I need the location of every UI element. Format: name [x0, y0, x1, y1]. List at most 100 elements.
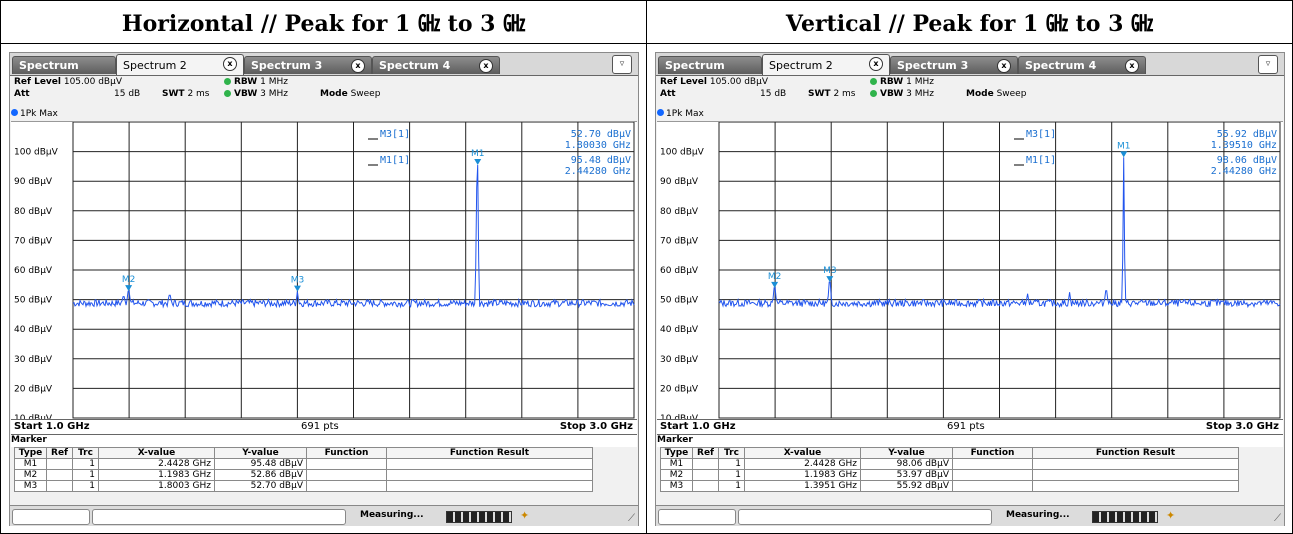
- tab-spectrum-2[interactable]: Spectrum 2 x: [116, 54, 244, 75]
- y-tick-label: 100 dBµV: [660, 148, 705, 158]
- tab-spectrum-4[interactable]: Spectrum 4 x: [1018, 56, 1146, 74]
- tab-bar: Spectrum Spectrum 2 x Spectrum 3 x Spectru…: [10, 53, 638, 76]
- marker-label: M3: [291, 276, 305, 286]
- sweep-points: 691 pts: [947, 421, 985, 432]
- marker-label: M3: [823, 266, 837, 276]
- status-dot-icon: [870, 90, 877, 97]
- cell-ref: [46, 469, 73, 481]
- cell-x-value: 1.1983 GHz: [744, 469, 861, 481]
- marker-triangle-icon: [474, 158, 482, 165]
- spectrum-chart: 100 dBµV 90 dBµV 80 dBµV 70 dBµV 60 dBµV 50 d…: [14, 122, 635, 420]
- ref-level-label: Ref Level: [660, 77, 707, 87]
- att-value: 15 dB: [114, 89, 141, 99]
- marker-table-title: Marker: [11, 435, 637, 447]
- table-row[interactable]: M1 1 2.4428 GHz 98.06 dBµV: [660, 458, 1239, 470]
- vbw-value: 3 MHz: [260, 89, 288, 99]
- spectrum-plot[interactable]: 100 dBµV 90 dBµV 80 dBµV 70 dBµV 60 dBµV 50 d…: [11, 121, 637, 420]
- close-icon[interactable]: x: [1125, 59, 1139, 73]
- spectrum-plot[interactable]: 100 dBµV 90 dBµV 80 dBµV 70 dBµV 60 dBµV 50 d…: [657, 121, 1283, 420]
- col-type: Type: [660, 447, 693, 459]
- tab-label: Spectrum 2: [123, 58, 187, 72]
- table-row[interactable]: M3 1 1.8003 GHz 52.70 dBµV: [14, 480, 593, 492]
- cell-trc: 1: [718, 469, 745, 481]
- cell-function: [306, 458, 387, 470]
- menu-icon[interactable]: ▿: [612, 55, 632, 74]
- tab-label: Spectrum 2: [769, 58, 833, 72]
- tab-bar: Spectrum Spectrum 2 x Spectrum 3 x Spectru…: [656, 53, 1284, 76]
- panel-horizontal: Horizontal // Peak for 1 ㎓ to 3 ㎓ Spectr…: [1, 1, 646, 533]
- readout-y-value: 98.06 dBµV: [1217, 155, 1277, 166]
- y-tick-label: 40 dBµV: [660, 325, 699, 335]
- close-icon[interactable]: x: [479, 59, 493, 73]
- rbw-label: RBW: [234, 77, 258, 87]
- readout-y-value: 52.70 dBµV: [571, 129, 631, 140]
- trace-line: [718, 157, 1281, 309]
- tab-spectrum-3[interactable]: Spectrum 3 x: [244, 56, 372, 74]
- tab-spectrum-3[interactable]: Spectrum 3 x: [890, 56, 1018, 74]
- status-message-field: [92, 509, 346, 525]
- y-tick-label: 30 dBµV: [14, 355, 53, 365]
- att-label: Att: [14, 89, 30, 99]
- settings-bar: Ref Level 105.00 dBµV Att 15 dB SWT 2 ms…: [656, 76, 1284, 108]
- close-icon[interactable]: x: [869, 57, 883, 71]
- plot-frame: [72, 122, 635, 419]
- col-function: Function: [306, 447, 387, 459]
- cell-function: [306, 469, 387, 481]
- table-row[interactable]: M1 1 2.4428 GHz 95.48 dBµV: [14, 458, 593, 470]
- status-message-field: [738, 509, 992, 525]
- cell-ref: [46, 480, 73, 492]
- trace-label: 1Pk Max: [657, 109, 727, 121]
- cell-ref: [46, 458, 73, 470]
- readout-marker-name: M1[1]: [380, 155, 410, 166]
- close-icon[interactable]: x: [223, 57, 237, 71]
- table-row[interactable]: M2 1 1.1983 GHz 52.86 dBµV: [14, 469, 593, 481]
- cell-y-value: 52.86 dBµV: [214, 469, 307, 481]
- cell-ref: [692, 458, 719, 470]
- y-tick-label: 70 dBµV: [14, 236, 53, 246]
- settings-bar: Ref Level 105.00 dBµV Att 15 dB SWT 2 ms…: [10, 76, 638, 108]
- frequency-axis-bar: Start 1.0 GHz 691 pts Stop 3.0 GHz: [657, 419, 1283, 435]
- resize-grip-icon[interactable]: ⟋: [1274, 513, 1281, 524]
- vbw-value: 3 MHz: [906, 89, 934, 99]
- spectrum-chart: 100 dBµV 90 dBµV 80 dBµV 70 dBµV 60 dBµV 50 d…: [660, 122, 1281, 420]
- cell-trc: 1: [72, 469, 99, 481]
- cell-function: [952, 480, 1033, 492]
- marker-table: Type Ref Trc X-value Y-value Function Fu…: [14, 447, 593, 492]
- y-tick-label: 40 dBµV: [14, 325, 53, 335]
- tab-label: Spectrum 4: [379, 59, 451, 72]
- readout-marker-name: M3[1]: [380, 129, 410, 140]
- close-icon[interactable]: x: [997, 59, 1011, 73]
- status-dot-icon: [870, 78, 877, 85]
- marker-table: Type Ref Trc X-value Y-value Function Fu…: [660, 447, 1239, 492]
- tab-label: Spectrum 3: [897, 59, 969, 72]
- tab-spectrum-4[interactable]: Spectrum 4 x: [372, 56, 500, 74]
- cell-function-result: [1032, 480, 1239, 492]
- close-icon[interactable]: x: [351, 59, 365, 73]
- trace-dot-icon: [11, 109, 18, 116]
- cell-function: [306, 480, 387, 492]
- panel-title: Vertical // Peak for 1 ㎓ to 3 ㎓: [647, 1, 1292, 44]
- menu-icon[interactable]: ▿: [1258, 55, 1278, 74]
- trace-line: [72, 164, 635, 309]
- col-trc: Trc: [718, 447, 745, 459]
- tab-spectrum-2[interactable]: Spectrum 2 x: [762, 54, 890, 75]
- y-tick-label: 50 dBµV: [14, 296, 53, 306]
- table-row[interactable]: M3 1 1.3951 GHz 55.92 dBµV: [660, 480, 1239, 492]
- tab-spectrum[interactable]: Spectrum: [658, 56, 762, 74]
- cell-function-result: [386, 480, 593, 492]
- y-tick-label: 70 dBµV: [660, 236, 699, 246]
- instrument-status-icon: ✦: [1166, 509, 1176, 522]
- cell-function: [952, 458, 1033, 470]
- progress-bar: [446, 511, 512, 523]
- marker-label: M2: [122, 275, 136, 285]
- y-tick-label: 60 dBµV: [14, 266, 53, 276]
- rbw-value: 1 MHz: [906, 77, 934, 87]
- y-tick-label: 60 dBµV: [660, 266, 699, 276]
- cell-y-value: 98.06 dBµV: [860, 458, 953, 470]
- cell-y-value: 52.70 dBµV: [214, 480, 307, 492]
- table-row[interactable]: M2 1 1.1983 GHz 53.97 dBµV: [660, 469, 1239, 481]
- tab-spectrum[interactable]: Spectrum: [12, 56, 116, 74]
- mode-label: Mode: [966, 89, 994, 99]
- resize-grip-icon[interactable]: ⟋: [628, 513, 635, 524]
